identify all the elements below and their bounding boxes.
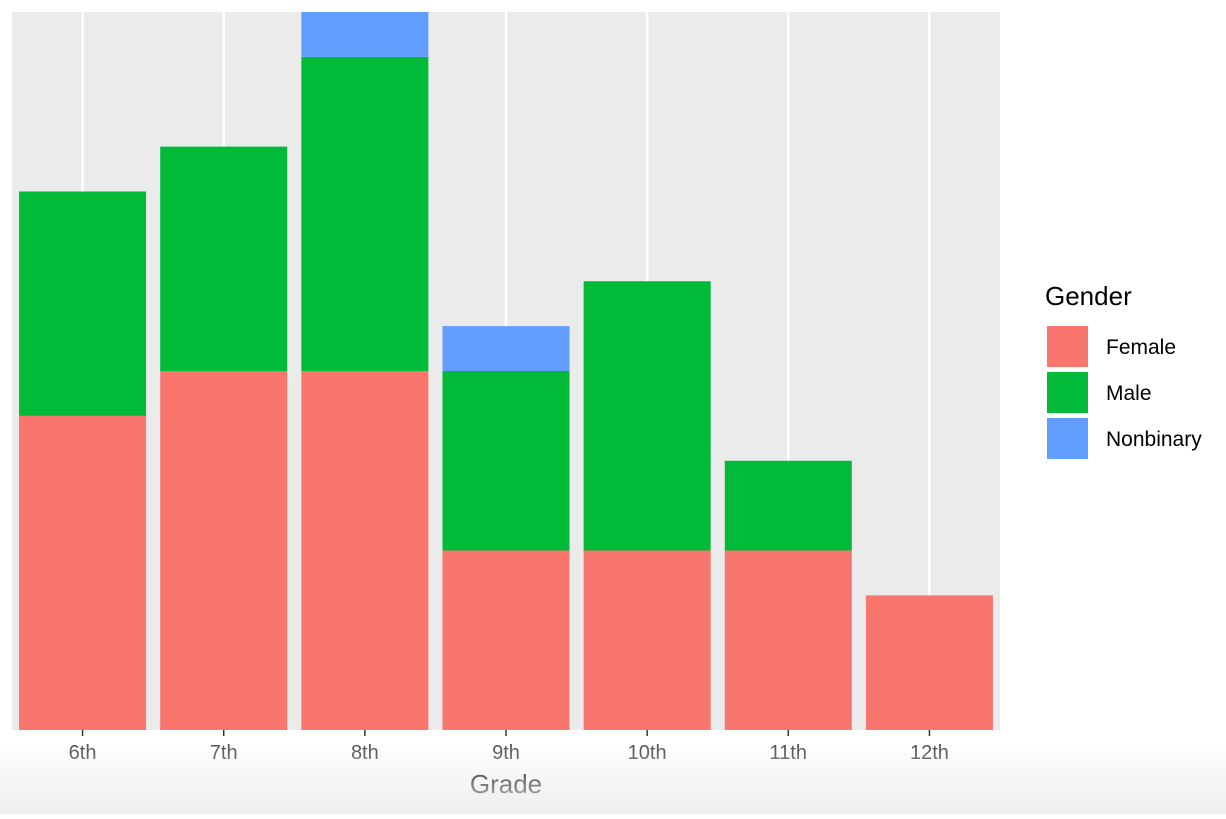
x-tick-label-9th: 9th [492, 742, 520, 764]
x-tick-label-10th: 10th [628, 742, 667, 764]
x-tick-label-7th: 7th [210, 742, 238, 764]
x-tick-label-8th: 8th [351, 742, 379, 764]
legend-title: Gender [1045, 281, 1132, 311]
legend-label-female: Female [1106, 336, 1176, 359]
bars [19, 12, 993, 730]
bar-9th-nonbinary [442, 326, 570, 371]
x-tick-label-11th: 11th [770, 742, 807, 764]
bar-9th-female [442, 550, 570, 730]
bar-8th-female [301, 371, 429, 730]
legend: Gender Female Male Nonbinary [1045, 281, 1202, 461]
x-axis-label: Grade [470, 769, 542, 799]
x-tick-label-6th: 6th [69, 742, 97, 764]
bar-6th-male [19, 191, 147, 416]
legend-key-male [1045, 370, 1090, 415]
bar-11th-male [724, 460, 852, 551]
bar-10th-male [583, 281, 711, 551]
bar-9th-male [442, 371, 570, 551]
x-axis-ticks [81, 730, 931, 736]
legend-key-female [1045, 324, 1090, 369]
bar-8th-nonbinary [301, 12, 429, 57]
legend-items: Female Male Nonbinary [1045, 324, 1202, 461]
bar-7th-female [160, 371, 288, 730]
bar-8th-male [301, 56, 429, 371]
x-axis-tick-labels: 6th 7th 8th 9th 10th 11th 12th [69, 742, 949, 764]
bar-12th-female [865, 595, 993, 730]
legend-key-nonbinary [1045, 416, 1090, 461]
x-tick-label-12th: 12th [910, 742, 949, 764]
legend-label-male: Male [1106, 382, 1152, 405]
bar-11th-female [724, 550, 852, 730]
bar-10th-female [583, 550, 711, 730]
bar-6th-female [19, 415, 147, 730]
legend-label-nonbinary: Nonbinary [1106, 428, 1202, 451]
bar-7th-male [160, 146, 288, 371]
